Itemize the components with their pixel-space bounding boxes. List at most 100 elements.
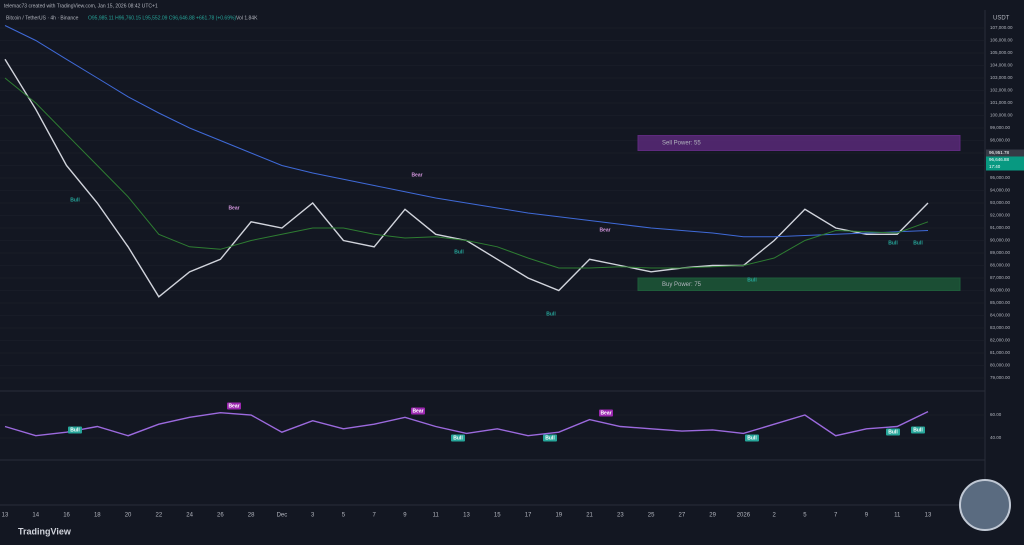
- signal-label: Bull: [888, 429, 898, 435]
- x-tick-label: 26: [217, 513, 224, 519]
- currency: USDT: [993, 16, 1010, 22]
- logo-badge: [959, 479, 1011, 531]
- x-tick-label: 24: [186, 513, 193, 519]
- x-tick-label: 23: [617, 513, 624, 519]
- y-tick-label: 87,000.00: [990, 275, 1011, 280]
- signal-label: Bear: [599, 227, 610, 233]
- x-tick-label: 5: [803, 513, 807, 519]
- x-tick-label: 27: [679, 513, 686, 519]
- y-tick-label: 79,000.00: [990, 375, 1011, 380]
- price-label: 17:40: [989, 164, 1001, 169]
- signal-box: [543, 434, 557, 442]
- x-tick-label: 9: [403, 513, 407, 519]
- x-tick-label: 13: [463, 513, 470, 519]
- signal-label: Bear: [412, 408, 423, 414]
- zone-label: Buy Power: 75: [662, 282, 702, 288]
- signal-label: Bull: [888, 240, 898, 246]
- x-tick-label: 13: [2, 513, 9, 519]
- y-tick-label: 95,000.00: [990, 175, 1011, 180]
- y-tick-label: 40.00: [990, 435, 1002, 440]
- y-tick-label: 60.00: [990, 412, 1002, 417]
- x-tick-label: 14: [32, 513, 39, 519]
- signal-box: [411, 407, 425, 415]
- x-tick-label: 7: [834, 513, 838, 519]
- y-tick-label: 82,000.00: [990, 338, 1011, 343]
- y-tick-label: 101,000.00: [990, 100, 1013, 105]
- price-label: 96,646.88: [989, 157, 1010, 162]
- x-tick-label: 19: [555, 513, 562, 519]
- y-tick-label: 85,000.00: [990, 300, 1011, 305]
- signal-box: [745, 434, 759, 442]
- y-tick-label: 81,000.00: [990, 350, 1011, 355]
- x-tick-label: 29: [709, 513, 716, 519]
- brand: TradingView: [18, 526, 72, 536]
- y-tick-label: 93,000.00: [990, 200, 1011, 205]
- signal-label: Bear: [228, 403, 239, 409]
- y-tick-label: 84,000.00: [990, 313, 1011, 318]
- y-tick-label: 99,000.00: [990, 125, 1011, 130]
- y-tick-label: 104,000.00: [990, 63, 1013, 68]
- signal-label: Bull: [747, 277, 757, 283]
- ohlc: O95,985.11 H96,760.15 L95,552.09 C96,646…: [88, 15, 236, 21]
- y-tick-label: 106,000.00: [990, 38, 1013, 43]
- x-tick-label: 22: [155, 513, 162, 519]
- zone-label: Sell Power: 55: [662, 141, 701, 147]
- x-tick-label: 15: [494, 513, 501, 519]
- y-tick-label: 80,000.00: [990, 363, 1011, 368]
- signal-label: Bear: [411, 172, 422, 178]
- signal-box: [68, 426, 82, 434]
- x-tick-label: 7: [373, 513, 377, 519]
- y-tick-label: 89,000.00: [990, 250, 1011, 255]
- price-label: 96,951.78: [989, 150, 1010, 155]
- y-tick-label: 105,000.00: [990, 50, 1013, 55]
- y-tick-label: 103,000.00: [990, 75, 1013, 80]
- y-tick-label: 94,000.00: [990, 188, 1011, 193]
- signal-label: Bull: [913, 427, 923, 433]
- y-tick-label: 98,000.00: [990, 138, 1011, 143]
- volume-label: Vol 1.84K: [236, 15, 258, 21]
- y-tick-label: 92,000.00: [990, 213, 1011, 218]
- signal-label: Bull: [70, 197, 80, 203]
- x-tick-label: 25: [648, 513, 655, 519]
- signal-label: Bull: [545, 435, 555, 441]
- signal-box: [227, 402, 241, 410]
- y-tick-label: 88,000.00: [990, 263, 1011, 268]
- y-tick-label: 90,000.00: [990, 238, 1011, 243]
- price-label-bg: [986, 163, 1024, 171]
- y-tick-label: 107,000.00: [990, 25, 1013, 30]
- x-tick-label: 2026: [737, 513, 751, 519]
- x-tick-label: 17: [525, 513, 532, 519]
- price-label-bg: [986, 149, 1024, 157]
- x-tick-label: 3: [311, 513, 315, 519]
- signal-label: Bull: [546, 311, 556, 317]
- y-tick-label: 91,000.00: [990, 225, 1011, 230]
- zone: [637, 135, 961, 151]
- y-tick-label: 83,000.00: [990, 325, 1011, 330]
- series-line: [4, 77, 929, 269]
- series-line: [4, 25, 929, 238]
- signal-label: Bull: [70, 427, 80, 433]
- signal-label: Bear: [600, 410, 611, 416]
- series-line: [4, 410, 929, 437]
- signal-label: Bear: [228, 205, 239, 211]
- signal-label: Bull: [747, 435, 757, 441]
- x-tick-label: 11: [433, 513, 440, 519]
- signal-label: Bull: [913, 240, 923, 246]
- price-label-bg: [986, 156, 1024, 164]
- x-tick-label: 18: [94, 513, 101, 519]
- signal-label: Bull: [453, 435, 463, 441]
- signal-box: [911, 426, 925, 434]
- y-tick-label: 86,000.00: [990, 288, 1011, 293]
- x-tick-label: 13: [925, 513, 932, 519]
- x-tick-label: 20: [125, 513, 132, 519]
- x-tick-label: Dec: [277, 513, 288, 519]
- x-tick-label: 21: [586, 513, 593, 519]
- y-tick-label: 102,000.00: [990, 88, 1013, 93]
- x-tick-label: 11: [894, 513, 901, 519]
- x-tick-label: 16: [63, 513, 70, 519]
- signal-box: [451, 434, 465, 442]
- x-tick-label: 9: [865, 513, 869, 519]
- header: telemac73 created with TradingView.com, …: [4, 3, 158, 9]
